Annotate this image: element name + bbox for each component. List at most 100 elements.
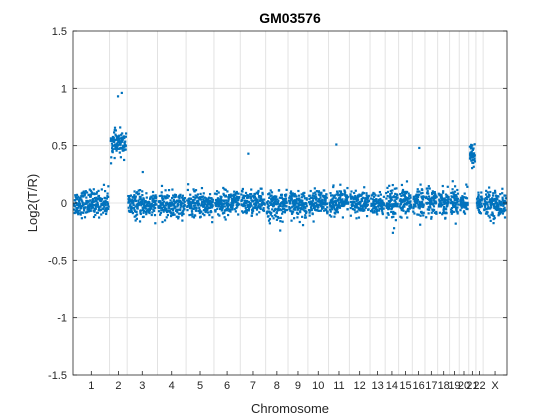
data-point xyxy=(359,204,363,207)
data-point xyxy=(502,204,505,207)
data-point xyxy=(293,195,296,198)
data-point xyxy=(333,194,337,197)
data-point xyxy=(206,207,209,210)
data-point xyxy=(438,211,442,214)
data-point xyxy=(422,211,425,214)
data-point xyxy=(246,204,249,207)
data-point xyxy=(407,210,410,213)
data-point xyxy=(492,205,496,208)
data-point xyxy=(86,191,89,194)
data-point xyxy=(105,210,108,213)
data-point xyxy=(405,203,408,206)
data-point xyxy=(298,220,301,224)
data-point xyxy=(395,198,398,201)
data-point xyxy=(174,194,178,197)
data-point xyxy=(99,205,102,208)
data-point xyxy=(297,212,300,215)
data-point xyxy=(356,210,359,213)
data-point xyxy=(356,202,359,205)
data-point xyxy=(104,199,107,203)
data-point xyxy=(489,199,492,202)
data-point xyxy=(312,220,315,223)
data-point xyxy=(160,206,164,210)
data-point xyxy=(232,196,236,199)
data-point xyxy=(371,209,374,213)
data-point xyxy=(389,193,392,196)
data-point xyxy=(80,217,83,220)
data-point xyxy=(130,205,133,208)
data-point xyxy=(331,208,334,211)
data-point xyxy=(319,200,322,203)
data-point xyxy=(178,196,181,199)
data-point xyxy=(208,201,211,204)
data-point xyxy=(501,198,504,201)
data-point xyxy=(250,193,253,196)
data-point xyxy=(503,206,506,210)
data-point xyxy=(473,157,476,160)
data-point xyxy=(357,194,361,198)
data-point xyxy=(110,139,113,142)
data-point xyxy=(455,194,458,197)
data-point xyxy=(277,217,280,220)
data-point xyxy=(477,191,480,194)
data-point xyxy=(216,198,219,201)
data-point xyxy=(281,212,284,215)
data-point xyxy=(299,203,302,206)
data-point xyxy=(364,197,368,200)
data-point xyxy=(186,204,189,208)
data-point xyxy=(251,211,254,215)
data-point xyxy=(247,200,251,203)
data-point xyxy=(427,195,431,198)
data-point xyxy=(470,150,473,153)
data-point xyxy=(300,193,303,196)
data-point xyxy=(167,189,171,192)
data-point xyxy=(253,192,257,196)
data-point xyxy=(269,213,272,216)
data-point xyxy=(205,210,208,213)
data-point xyxy=(135,199,138,203)
data-point xyxy=(81,201,84,204)
data-point xyxy=(339,190,343,193)
data-point xyxy=(321,200,324,204)
data-point xyxy=(227,198,230,201)
data-point xyxy=(471,148,475,152)
data-point xyxy=(134,214,138,217)
data-point xyxy=(417,195,420,199)
data-point xyxy=(342,202,345,205)
data-point xyxy=(237,213,240,216)
data-point xyxy=(311,201,314,204)
data-point xyxy=(224,188,227,191)
data-point xyxy=(419,214,422,217)
data-point xyxy=(453,205,456,209)
data-point xyxy=(96,197,99,201)
data-point xyxy=(349,214,352,217)
data-point xyxy=(401,201,404,204)
data-point xyxy=(283,211,286,214)
data-point xyxy=(75,193,79,196)
x-tick-label: 17 xyxy=(425,380,437,392)
data-point xyxy=(417,213,420,216)
data-point xyxy=(359,202,362,205)
data-point xyxy=(418,190,421,193)
x-tick-label: 7 xyxy=(250,380,256,392)
data-point xyxy=(326,210,329,213)
data-point xyxy=(180,202,184,205)
data-point xyxy=(272,204,276,207)
data-point xyxy=(127,206,130,209)
data-point xyxy=(145,196,148,199)
data-point xyxy=(308,194,311,197)
data-point xyxy=(211,198,215,201)
data-point xyxy=(328,208,332,211)
data-point xyxy=(504,197,507,200)
data-point xyxy=(279,229,282,232)
data-point xyxy=(194,204,197,207)
data-point xyxy=(350,197,353,200)
data-point xyxy=(412,207,415,210)
data-point xyxy=(451,211,454,214)
data-point xyxy=(237,192,240,195)
data-point xyxy=(373,204,376,208)
data-point xyxy=(337,201,341,204)
data-point xyxy=(416,198,419,201)
data-point xyxy=(207,199,211,203)
data-point xyxy=(207,198,210,201)
